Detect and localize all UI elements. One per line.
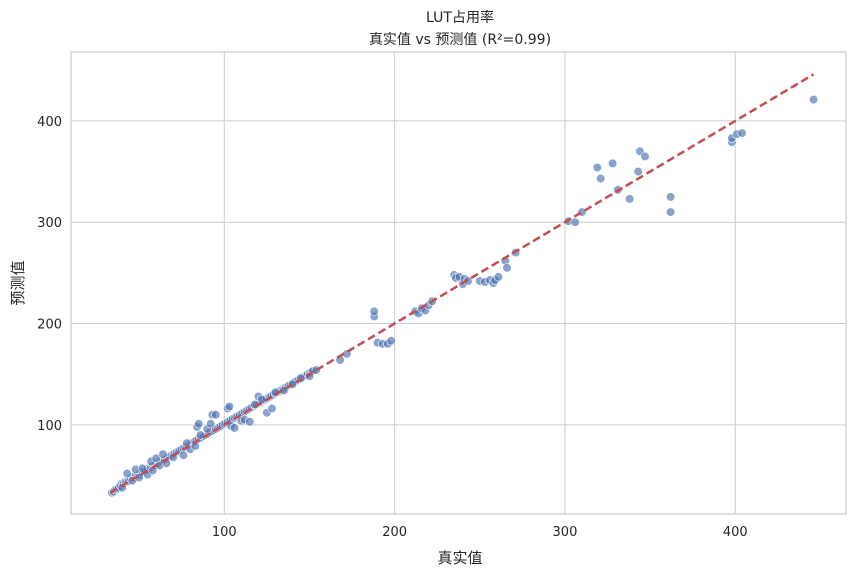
data-point [570,217,580,227]
data-point [502,263,512,273]
data-point [178,450,188,460]
data-point [808,94,819,105]
data-point [229,423,240,433]
data-point [592,162,602,173]
chart-title: LUT占用率 [426,9,494,26]
data-points [107,94,819,498]
x-axis-label: 真实值 [437,549,482,567]
data-point [211,410,221,420]
data-point [194,419,204,429]
chart-subtitle: 真实值 vs 预测值 (R²=0.99) [369,32,551,48]
data-point [493,272,504,282]
tick-labels: 100 200 300 400 100 200 300 400 [37,115,748,540]
x-tick-label: 200 [382,525,407,540]
data-point [386,336,396,346]
y-tick-label: 400 [37,115,62,130]
data-point [369,306,379,317]
data-point [737,128,747,138]
data-point [122,468,132,479]
fit-line [109,73,815,494]
x-tick-label: 100 [212,525,237,540]
x-tick-label: 300 [553,525,578,540]
data-point [633,167,643,177]
data-point [596,174,606,184]
y-tick-label: 300 [37,216,62,231]
data-point [245,417,255,427]
data-point [267,404,277,414]
data-point [665,207,676,217]
x-tick-label: 400 [723,525,748,540]
data-point [665,192,676,202]
data-point [640,151,650,161]
data-point [625,194,635,204]
y-axis-label: 预测值 [9,260,27,305]
data-point [206,419,216,429]
y-tick-label: 100 [37,419,62,434]
data-point [607,158,618,168]
data-point [158,449,168,459]
y-tick-label: 200 [37,318,62,333]
plot-frame [70,51,847,515]
data-point [224,402,234,412]
